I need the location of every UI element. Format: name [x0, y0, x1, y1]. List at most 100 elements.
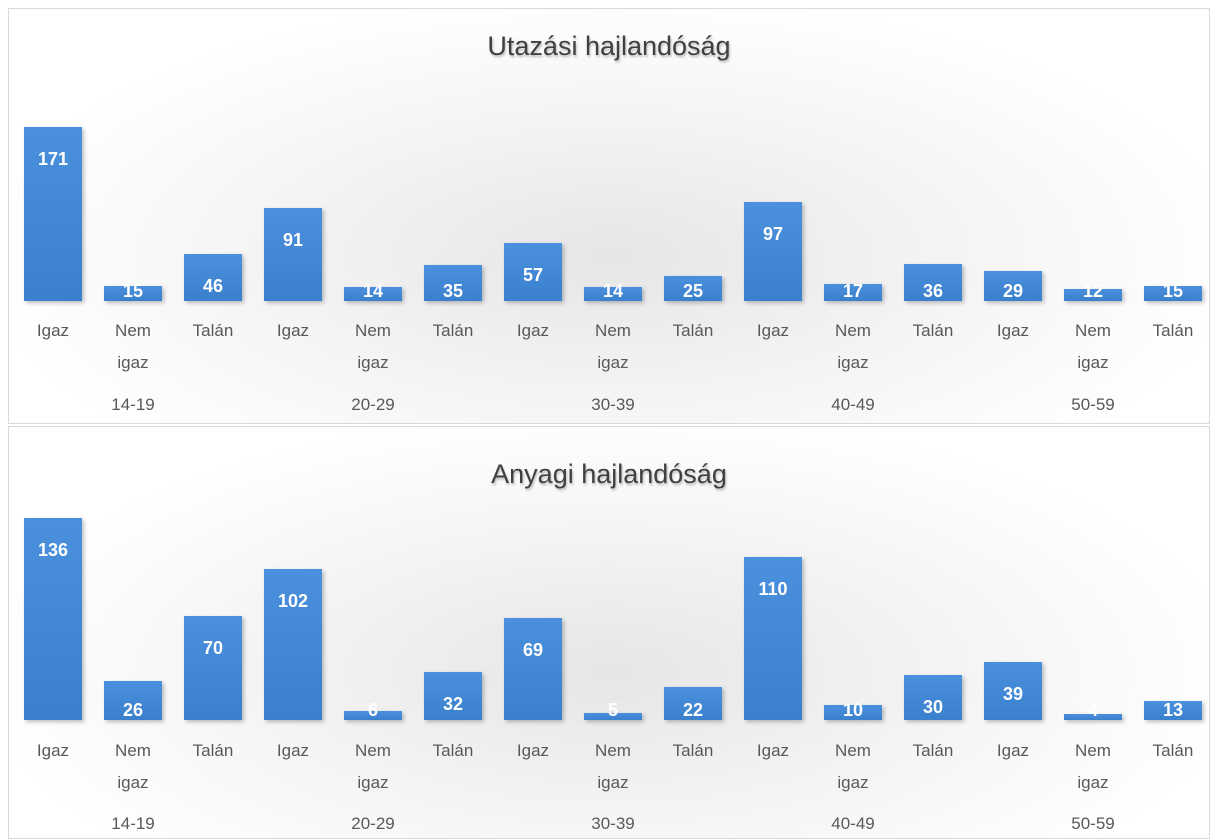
- group-label: 50-59: [1071, 814, 1115, 833]
- bar: [584, 286, 642, 301]
- data-label: 13: [1162, 700, 1184, 720]
- bar: [1064, 288, 1122, 301]
- bar: [1144, 700, 1202, 720]
- bar: [424, 672, 482, 720]
- x-tick-label: Talán: [432, 321, 474, 340]
- group-label: 14-19: [111, 395, 155, 414]
- x-tick-label: Igaz: [516, 321, 550, 340]
- x-tick-label: Nem igaz: [1075, 741, 1111, 792]
- bar: [344, 286, 402, 301]
- x-tick-label: Igaz: [276, 741, 310, 760]
- data-label: 91: [282, 230, 304, 251]
- group-label: 20-29: [351, 814, 395, 833]
- bar: [24, 127, 82, 301]
- x-tick-label: Igaz: [756, 321, 790, 340]
- x-tick-label: Talán: [432, 741, 474, 760]
- group-label: 50-59: [1071, 395, 1115, 414]
- data-label: 102: [277, 590, 309, 611]
- bar: [264, 568, 322, 720]
- bar: [984, 662, 1042, 720]
- data-label: 4: [1087, 700, 1098, 720]
- bar: [344, 711, 402, 720]
- bar: [584, 712, 642, 720]
- data-label: 26: [122, 700, 144, 720]
- bar: [664, 275, 722, 301]
- bar: [1064, 714, 1122, 720]
- group-label: 40-49: [831, 395, 875, 414]
- x-tick-label: Igaz: [996, 321, 1030, 340]
- x-tick-label: Igaz: [36, 741, 70, 760]
- x-tick-label: Talán: [672, 741, 714, 760]
- bar: [24, 518, 82, 720]
- chart-title: Utazási hajlandóság: [487, 31, 731, 61]
- x-tick-label: Talán: [1152, 321, 1194, 340]
- x-tick-label: Nem igaz: [1075, 321, 1111, 372]
- data-label: 171: [37, 149, 69, 169]
- group-label: 30-39: [591, 395, 635, 414]
- x-tick-label: Nem igaz: [355, 321, 391, 372]
- bar: [1144, 285, 1202, 301]
- x-tick-label: Talán: [912, 741, 954, 760]
- x-tick-label: Talán: [672, 321, 714, 340]
- data-label: 32: [442, 694, 464, 715]
- data-label: 25: [682, 281, 704, 301]
- bar: [424, 265, 482, 301]
- chart: Anyagi hajlandóság 136 Igaz 26 Nem igaz 70 Tal…: [8, 426, 1210, 839]
- x-tick-label: Nem igaz: [595, 741, 631, 792]
- data-label: 12: [1082, 281, 1104, 301]
- x-tick-label: Nem igaz: [355, 741, 391, 792]
- data-label: 57: [522, 265, 544, 285]
- bar: [984, 271, 1042, 301]
- bar: [184, 616, 242, 720]
- data-label: 97: [762, 224, 784, 245]
- bar: [504, 617, 562, 720]
- x-tick-label: Talán: [192, 741, 234, 760]
- bar: [904, 675, 962, 720]
- data-label: 17: [842, 281, 864, 301]
- bar: [264, 208, 322, 301]
- x-tick-label: Nem igaz: [835, 321, 871, 372]
- data-label: 10: [842, 700, 864, 720]
- data-label: 5: [607, 700, 618, 720]
- bar: [104, 285, 162, 301]
- data-label: 15: [122, 281, 144, 301]
- data-label: 36: [922, 281, 944, 301]
- x-tick-label: Nem igaz: [835, 741, 871, 792]
- x-tick-label: Nem igaz: [115, 321, 151, 372]
- bar: [184, 254, 242, 301]
- chart-title: Anyagi hajlandóság: [491, 459, 727, 489]
- data-label: 15: [1162, 281, 1184, 301]
- x-tick-label: Talán: [912, 321, 954, 340]
- x-tick-label: Igaz: [36, 321, 70, 340]
- group-label: 20-29: [351, 395, 395, 414]
- x-tick-label: Igaz: [996, 741, 1030, 760]
- data-label: 46: [202, 276, 224, 297]
- bar: [744, 202, 802, 301]
- bar: [504, 243, 562, 301]
- group-label: 14-19: [111, 814, 155, 833]
- x-tick-label: Igaz: [516, 741, 550, 760]
- data-label: 136: [37, 540, 69, 560]
- x-tick-label: Nem igaz: [595, 321, 631, 372]
- bar: [824, 705, 882, 720]
- bar: [664, 687, 722, 720]
- x-tick-label: Igaz: [276, 321, 310, 340]
- data-label: 6: [367, 700, 378, 720]
- bar: [744, 556, 802, 720]
- data-label: 70: [202, 638, 224, 659]
- data-label: 14: [362, 281, 384, 301]
- data-label: 39: [1002, 684, 1024, 705]
- group-label: 30-39: [591, 814, 635, 833]
- data-label: 30: [922, 697, 944, 718]
- x-tick-label: Talán: [1152, 741, 1194, 760]
- x-tick-label: Talán: [192, 321, 234, 340]
- data-label: 14: [602, 281, 624, 301]
- bar: [904, 264, 962, 301]
- data-label: 29: [1002, 281, 1024, 301]
- bar: [104, 681, 162, 720]
- chart: Utazási hajlandóság 171 Igaz 15 Nem igaz 46 Ta…: [8, 8, 1210, 424]
- data-label: 22: [682, 700, 704, 720]
- data-label: 110: [758, 578, 788, 599]
- data-label: 35: [442, 281, 464, 301]
